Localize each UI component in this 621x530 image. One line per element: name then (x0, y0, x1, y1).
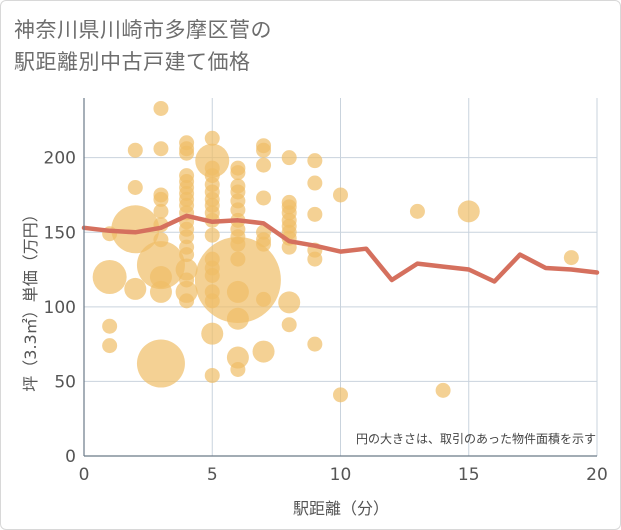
bubble-point (149, 280, 172, 303)
bubble-point (307, 336, 323, 352)
x-tick-label: 20 (586, 465, 608, 485)
y-tick-label: 0 (65, 447, 76, 467)
bubble-point (179, 247, 195, 263)
y-tick-label: 50 (54, 372, 76, 392)
bubble-point (281, 317, 297, 333)
grid-lines (84, 98, 598, 456)
x-tick-label: 5 (207, 465, 218, 485)
bubble-point (204, 130, 220, 146)
bubble-point (256, 142, 272, 158)
bubble-point (179, 145, 195, 161)
bubble-point (92, 260, 127, 294)
y-tick-label: 100 (44, 298, 76, 318)
x-tick-label: 0 (79, 465, 90, 485)
bubble-point (153, 203, 169, 219)
bubble-point (230, 361, 246, 377)
bubble-point (127, 180, 143, 195)
bubble-point (226, 280, 249, 303)
bubble-point (153, 191, 169, 207)
chart-title: 神奈川県川崎市多摩区菅の 駅距離別中古戸建て価格 (14, 14, 272, 78)
bubble-point (102, 318, 118, 334)
average-price-line (81, 213, 600, 284)
x-axis-label: 駅距離（分） (293, 499, 389, 518)
bubble-point (281, 150, 297, 166)
bubble-point (252, 340, 275, 363)
y-tick-label: 150 (44, 223, 76, 243)
bubble-point (230, 165, 246, 181)
bubble-point (307, 175, 323, 191)
bubble-point (256, 157, 272, 173)
bubble-point (435, 382, 451, 398)
bubble-point (457, 200, 480, 223)
y-axis-label: 坪（3.3㎡）単価（万円） (21, 206, 40, 391)
bubble-point (124, 277, 147, 300)
bubble-point (230, 236, 246, 252)
bubble-point (333, 387, 348, 403)
bubble-point (179, 293, 195, 309)
bubble-point (256, 236, 272, 252)
average-line-series (81, 213, 600, 284)
bubble-series (92, 100, 579, 403)
bubble-point (230, 251, 246, 267)
bubble-point (409, 203, 425, 219)
bubble-point (111, 205, 160, 254)
bubble-point (278, 291, 301, 314)
chart-title-line1: 神奈川県川崎市多摩区菅の (14, 18, 272, 42)
bubble-point (204, 227, 220, 243)
bubble-point (333, 187, 348, 203)
bubble-point (563, 250, 579, 266)
bubble-point (256, 291, 272, 307)
y-tick-label: 200 (44, 149, 76, 169)
bubble-point (307, 206, 323, 222)
bubble-point (179, 229, 195, 245)
bubble-point (204, 367, 220, 383)
bubble-point (201, 322, 224, 345)
chart-title-line2: 駅距離別中古戸建て価格 (14, 50, 251, 74)
bubble-point (256, 190, 272, 206)
bubble-point (102, 338, 118, 354)
bubble-point (127, 142, 143, 158)
x-tick-label: 10 (330, 465, 352, 485)
bubble-point (136, 339, 185, 388)
bubble-point (204, 268, 220, 284)
bubble-point (153, 232, 169, 248)
bubble-point (136, 241, 185, 290)
bubble-point (307, 251, 323, 267)
bubble-point (226, 346, 249, 369)
bubble-point (204, 293, 220, 309)
bubble-point (230, 202, 246, 218)
bubble-point (226, 307, 249, 330)
bubble-point (153, 100, 169, 116)
size-legend-note: 円の大きさは、取引のあった物件面積を示す (356, 431, 596, 446)
bubble-point (179, 272, 195, 288)
bubble-point (307, 153, 323, 169)
x-tick-label: 15 (458, 465, 480, 485)
bubble-point (153, 141, 169, 157)
